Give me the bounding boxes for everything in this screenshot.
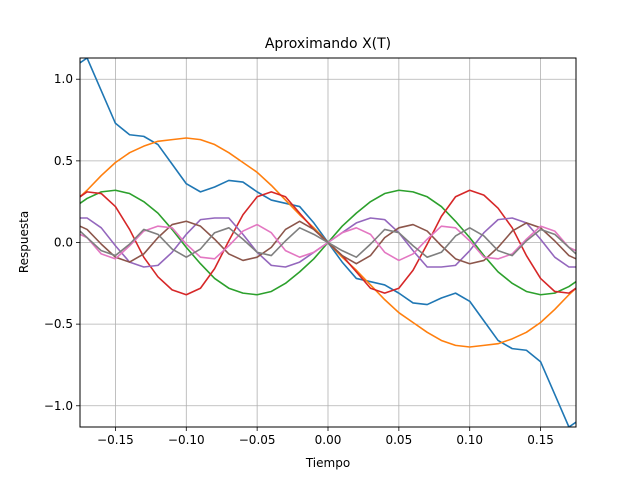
x-axis: −0.15 −0.10 −0.05 0.00 0.05 0.10 0.15 xyxy=(97,427,554,447)
y-tick-label: −0.5 xyxy=(44,317,73,331)
chart-title: Aproximando X(T) xyxy=(265,36,391,52)
y-axis: −1.0 −0.5 0.0 0.5 1.0 xyxy=(44,72,80,413)
x-tick-label: −0.05 xyxy=(239,433,276,447)
y-tick-label: 1.0 xyxy=(54,72,73,86)
x-tick-label: −0.10 xyxy=(168,433,205,447)
series-group xyxy=(80,58,576,427)
y-tick-label: 0.0 xyxy=(54,236,73,250)
y-tick-label: −1.0 xyxy=(44,399,73,413)
y-axis-label: Respuesta xyxy=(17,211,31,273)
y-tick-label: 0.5 xyxy=(54,154,73,168)
x-tick-label: 0.00 xyxy=(315,433,342,447)
series-line-8 xyxy=(80,227,576,258)
x-tick-label: −0.15 xyxy=(97,433,134,447)
grid-lines xyxy=(80,58,576,427)
x-tick-label: 0.05 xyxy=(385,433,412,447)
x-tick-label: 0.10 xyxy=(456,433,483,447)
x-axis-label: Tiempo xyxy=(305,456,350,470)
x-tick-label: 0.15 xyxy=(527,433,554,447)
